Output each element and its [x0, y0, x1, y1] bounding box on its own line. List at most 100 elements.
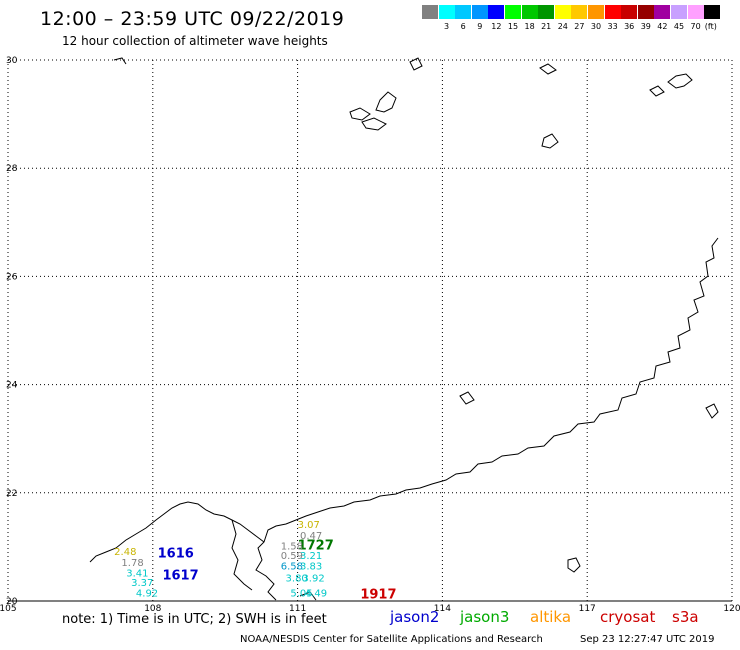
pass-id-label: 1917 — [360, 587, 396, 602]
island-2 — [349, 107, 371, 121]
island-1 — [375, 91, 397, 113]
lat-tick-label: 30 — [6, 56, 18, 66]
legend-label: 39 — [640, 22, 651, 31]
legend-swatch — [671, 5, 687, 19]
wave-height-value: 3.80 — [286, 574, 308, 585]
lon-tick-label: 108 — [144, 604, 161, 614]
wave-height-labels: 3.070.471.580.593.216.583.833.803.92 5.05… — [114, 520, 327, 600]
legend-label: 33 — [607, 22, 618, 31]
island-5 — [541, 133, 559, 149]
legend-swatch — [471, 5, 488, 19]
coastline — [89, 57, 719, 601]
legend-swatch — [687, 5, 704, 19]
legend-label: 27 — [574, 22, 585, 31]
wave-height-value: 0.59 — [281, 551, 303, 562]
pass-id-label: 1727 — [298, 539, 334, 554]
island-4 — [539, 63, 557, 75]
wave-height-value: 3.83 — [300, 562, 322, 573]
legend-label: 42 — [657, 22, 668, 31]
satellite-name: jason3 — [460, 608, 510, 626]
lon-tick-label: 117 — [579, 604, 596, 614]
legend-label: 30 — [590, 22, 602, 31]
leizhou-coastline — [89, 501, 265, 563]
wave-height-value: 6.58 — [281, 562, 303, 573]
lon-tick-label: 111 — [289, 604, 306, 614]
lat-lon-grid — [7, 59, 733, 602]
legend-swatch — [588, 5, 604, 19]
wave-height-value: 3.41 — [126, 569, 148, 580]
satellite-name: altika — [530, 608, 572, 626]
lat-tick-label: 28 — [6, 164, 18, 174]
wave-height-value: 4.92 — [136, 589, 158, 600]
island-7 — [459, 391, 475, 405]
satellite-name: jason2 — [390, 608, 440, 626]
gulf-coastline — [231, 519, 253, 591]
legend-label: 3 — [444, 22, 450, 31]
legend-swatch — [538, 5, 555, 19]
legend-swatch — [422, 5, 438, 19]
legend-swatch — [505, 5, 521, 19]
satellite-name: cryosat — [600, 608, 656, 626]
legend-swatch — [571, 5, 588, 19]
island-ne-1 — [667, 73, 693, 89]
wave-height-value: 0.47 — [300, 531, 322, 542]
wave-height-value: 1.78 — [121, 558, 143, 569]
pass-id-label: 1616 — [158, 547, 194, 562]
pass-labels: 1616 1617 1727 1917 — [158, 539, 397, 603]
legend-swatch — [554, 5, 571, 19]
wave-height-value: 3.07 — [298, 520, 320, 531]
lon-tick-label: 105 — [0, 604, 17, 614]
lat-tick-label: 20 — [6, 597, 18, 607]
island-10 — [299, 591, 317, 601]
map-title: 12:00 – 23:59 UTC 09/22/2019 — [40, 8, 345, 30]
legend-swatch — [637, 5, 654, 19]
island-11 — [113, 57, 127, 65]
credit-text: NOAA/NESDIS Center for Satellite Applica… — [240, 634, 543, 645]
wave-height-value: 3.37 — [131, 578, 153, 589]
legend-label: 6 — [460, 22, 466, 31]
timestamp: Sep 23 12:27:47 UTC 2019 — [580, 634, 715, 645]
legend-swatch — [438, 5, 455, 19]
wave-height-value: 4.49 — [305, 589, 327, 600]
wave-height-value: 5.05 — [290, 589, 312, 600]
legend-label: 18 — [524, 22, 535, 31]
legend-label: 21 — [541, 22, 552, 31]
legend-label: 24 — [557, 22, 568, 31]
map-subtitle: 12 hour collection of altimeter wave hei… — [62, 34, 328, 48]
lat-tick-label: 24 — [6, 381, 18, 391]
legend-swatch — [621, 5, 638, 19]
axis-tick-labels: 105 108 111 114 117 120 30 28 26 24 22 20 — [0, 56, 740, 614]
pass-id-label: 1617 — [162, 568, 198, 583]
wave-height-value: 2.48 — [114, 547, 136, 558]
legend-unit: (ft) — [704, 22, 717, 31]
lat-tick-label: 22 — [6, 489, 17, 499]
legend-label: 9 — [477, 22, 483, 31]
legend-swatch — [521, 5, 538, 19]
legend-swatch — [604, 5, 621, 19]
legend-label: 36 — [624, 22, 635, 31]
lon-tick-label: 120 — [723, 604, 740, 614]
satellite-name: s3a — [672, 608, 699, 626]
island-ne-2 — [649, 85, 665, 97]
credit-line: NOAA/NESDIS Center for Satellite Applica… — [240, 634, 714, 645]
legend-label: 70 — [690, 22, 701, 31]
legend-label: 45 — [673, 22, 685, 31]
mainland-coastline — [255, 237, 719, 601]
legend-swatch — [455, 5, 472, 19]
island-8 — [705, 403, 719, 419]
legend-swatch — [488, 5, 505, 19]
lat-tick-label: 26 — [6, 272, 18, 282]
legend-label: 15 — [507, 22, 519, 31]
island-6 — [409, 57, 423, 71]
wave-height-value: 1.58 — [281, 542, 303, 553]
footer-note: note: 1) Time is in UTC; 2) SWH is in fe… — [62, 612, 327, 627]
wave-height-value: 3.92 — [302, 574, 324, 585]
wave-height-value: 3.21 — [300, 551, 322, 562]
island-9 — [567, 557, 581, 573]
legend-swatch — [704, 5, 721, 19]
legend-swatch — [654, 5, 671, 19]
island-3 — [361, 117, 387, 131]
legend-label: 12 — [491, 22, 502, 31]
lon-tick-label: 114 — [434, 604, 451, 614]
